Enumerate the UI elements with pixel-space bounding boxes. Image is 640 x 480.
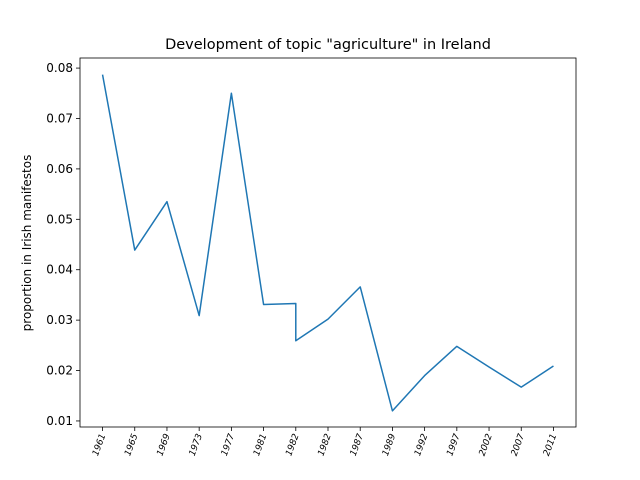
- y-tick-label: 0.02: [46, 364, 73, 378]
- y-tick-label: 0.08: [46, 61, 73, 75]
- y-axis-label: proportion in Irish manifestos: [20, 155, 34, 332]
- y-tick-label: 0.01: [46, 414, 73, 428]
- chart-title: Development of topic "agriculture" in Ir…: [165, 37, 491, 53]
- plot-frame: [79, 57, 577, 428]
- y-tick-label: 0.06: [46, 162, 73, 176]
- y-tick-label: 0.07: [46, 111, 73, 125]
- y-tick-label: 0.03: [46, 313, 73, 327]
- data-line: [101, 74, 554, 412]
- y-tick-label: 0.05: [46, 212, 73, 226]
- y-tick-label: 0.04: [46, 263, 73, 277]
